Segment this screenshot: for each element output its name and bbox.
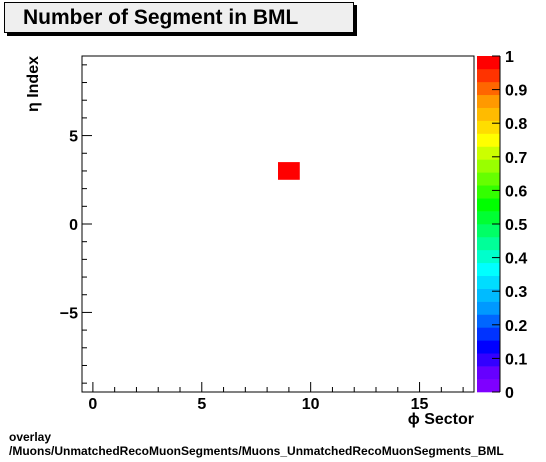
colorbar-swatch (477, 301, 500, 315)
colorbar-swatch (477, 185, 500, 199)
colorbar-tick-label: 0.2 (505, 318, 527, 335)
colorbar-swatch (477, 262, 500, 276)
colorbar-swatch (477, 172, 500, 186)
colorbar-swatch (477, 379, 500, 393)
colorbar-swatch (477, 314, 500, 328)
y-tick-label: −5 (60, 305, 78, 322)
x-tick-label: 10 (302, 396, 320, 413)
colorbar-tick-label: 0.1 (505, 351, 527, 368)
colorbar-swatch (477, 366, 500, 380)
colorbar-swatch (477, 353, 500, 367)
x-axis-title: ϕ Sector (408, 411, 474, 428)
x-tick-label: 15 (411, 396, 429, 413)
y-tick-label: 0 (69, 217, 78, 234)
x-tick-label: 0 (88, 396, 97, 413)
colorbar-tick-label: 0.7 (505, 150, 527, 167)
colorbar-tick-label: 0.9 (505, 83, 527, 100)
colorbar-swatch (477, 198, 500, 212)
colorbar-swatch (477, 327, 500, 341)
colorbar-swatch (477, 236, 500, 251)
colorbar-tick-label: 0 (505, 385, 514, 402)
y-axis-title: η Index (25, 56, 42, 112)
colorbar-swatch (477, 133, 500, 147)
colorbar-tick-label: 0.4 (505, 251, 527, 268)
colorbar-swatch (477, 146, 500, 160)
chart-title-box: Number of Segment in BML (4, 2, 354, 33)
colorbar-tick-label: 0.6 (505, 183, 527, 200)
colorbar-tick-label: 0.8 (505, 116, 527, 133)
y-tick-label: 5 (69, 129, 78, 146)
colorbar-swatch (477, 340, 500, 354)
colorbar-swatch (477, 288, 500, 302)
colorbar-tick-label: 0.3 (505, 284, 527, 301)
colorbar-swatch (477, 94, 500, 108)
colorbar-swatch (477, 159, 500, 173)
colorbar-swatch (477, 81, 500, 96)
footer-line-2: /Muons/UnmatchedRecoMuonSegments/Muons_U… (9, 444, 504, 458)
colorbar-tick-label: 1 (505, 49, 514, 66)
colorbar-swatch (477, 211, 500, 225)
x-tick-label: 5 (197, 396, 206, 413)
footer-line-1: overlay (9, 430, 52, 444)
colorbar-swatch (477, 68, 500, 83)
colorbar-swatch (477, 224, 500, 238)
colorbar-swatch (477, 56, 500, 70)
colorbar-tick-label: 0.5 (505, 217, 527, 234)
chart-title: Number of Segment in BML (23, 6, 299, 29)
plot-frame (81, 55, 475, 393)
footer-path: overlay /Muons/UnmatchedRecoMuonSegments… (9, 430, 504, 458)
heatmap-cell (278, 162, 300, 180)
colorbar-swatch (477, 275, 500, 289)
colorbar-swatch (477, 107, 500, 121)
colorbar-swatch (477, 249, 500, 264)
colorbar-swatch (477, 120, 500, 134)
